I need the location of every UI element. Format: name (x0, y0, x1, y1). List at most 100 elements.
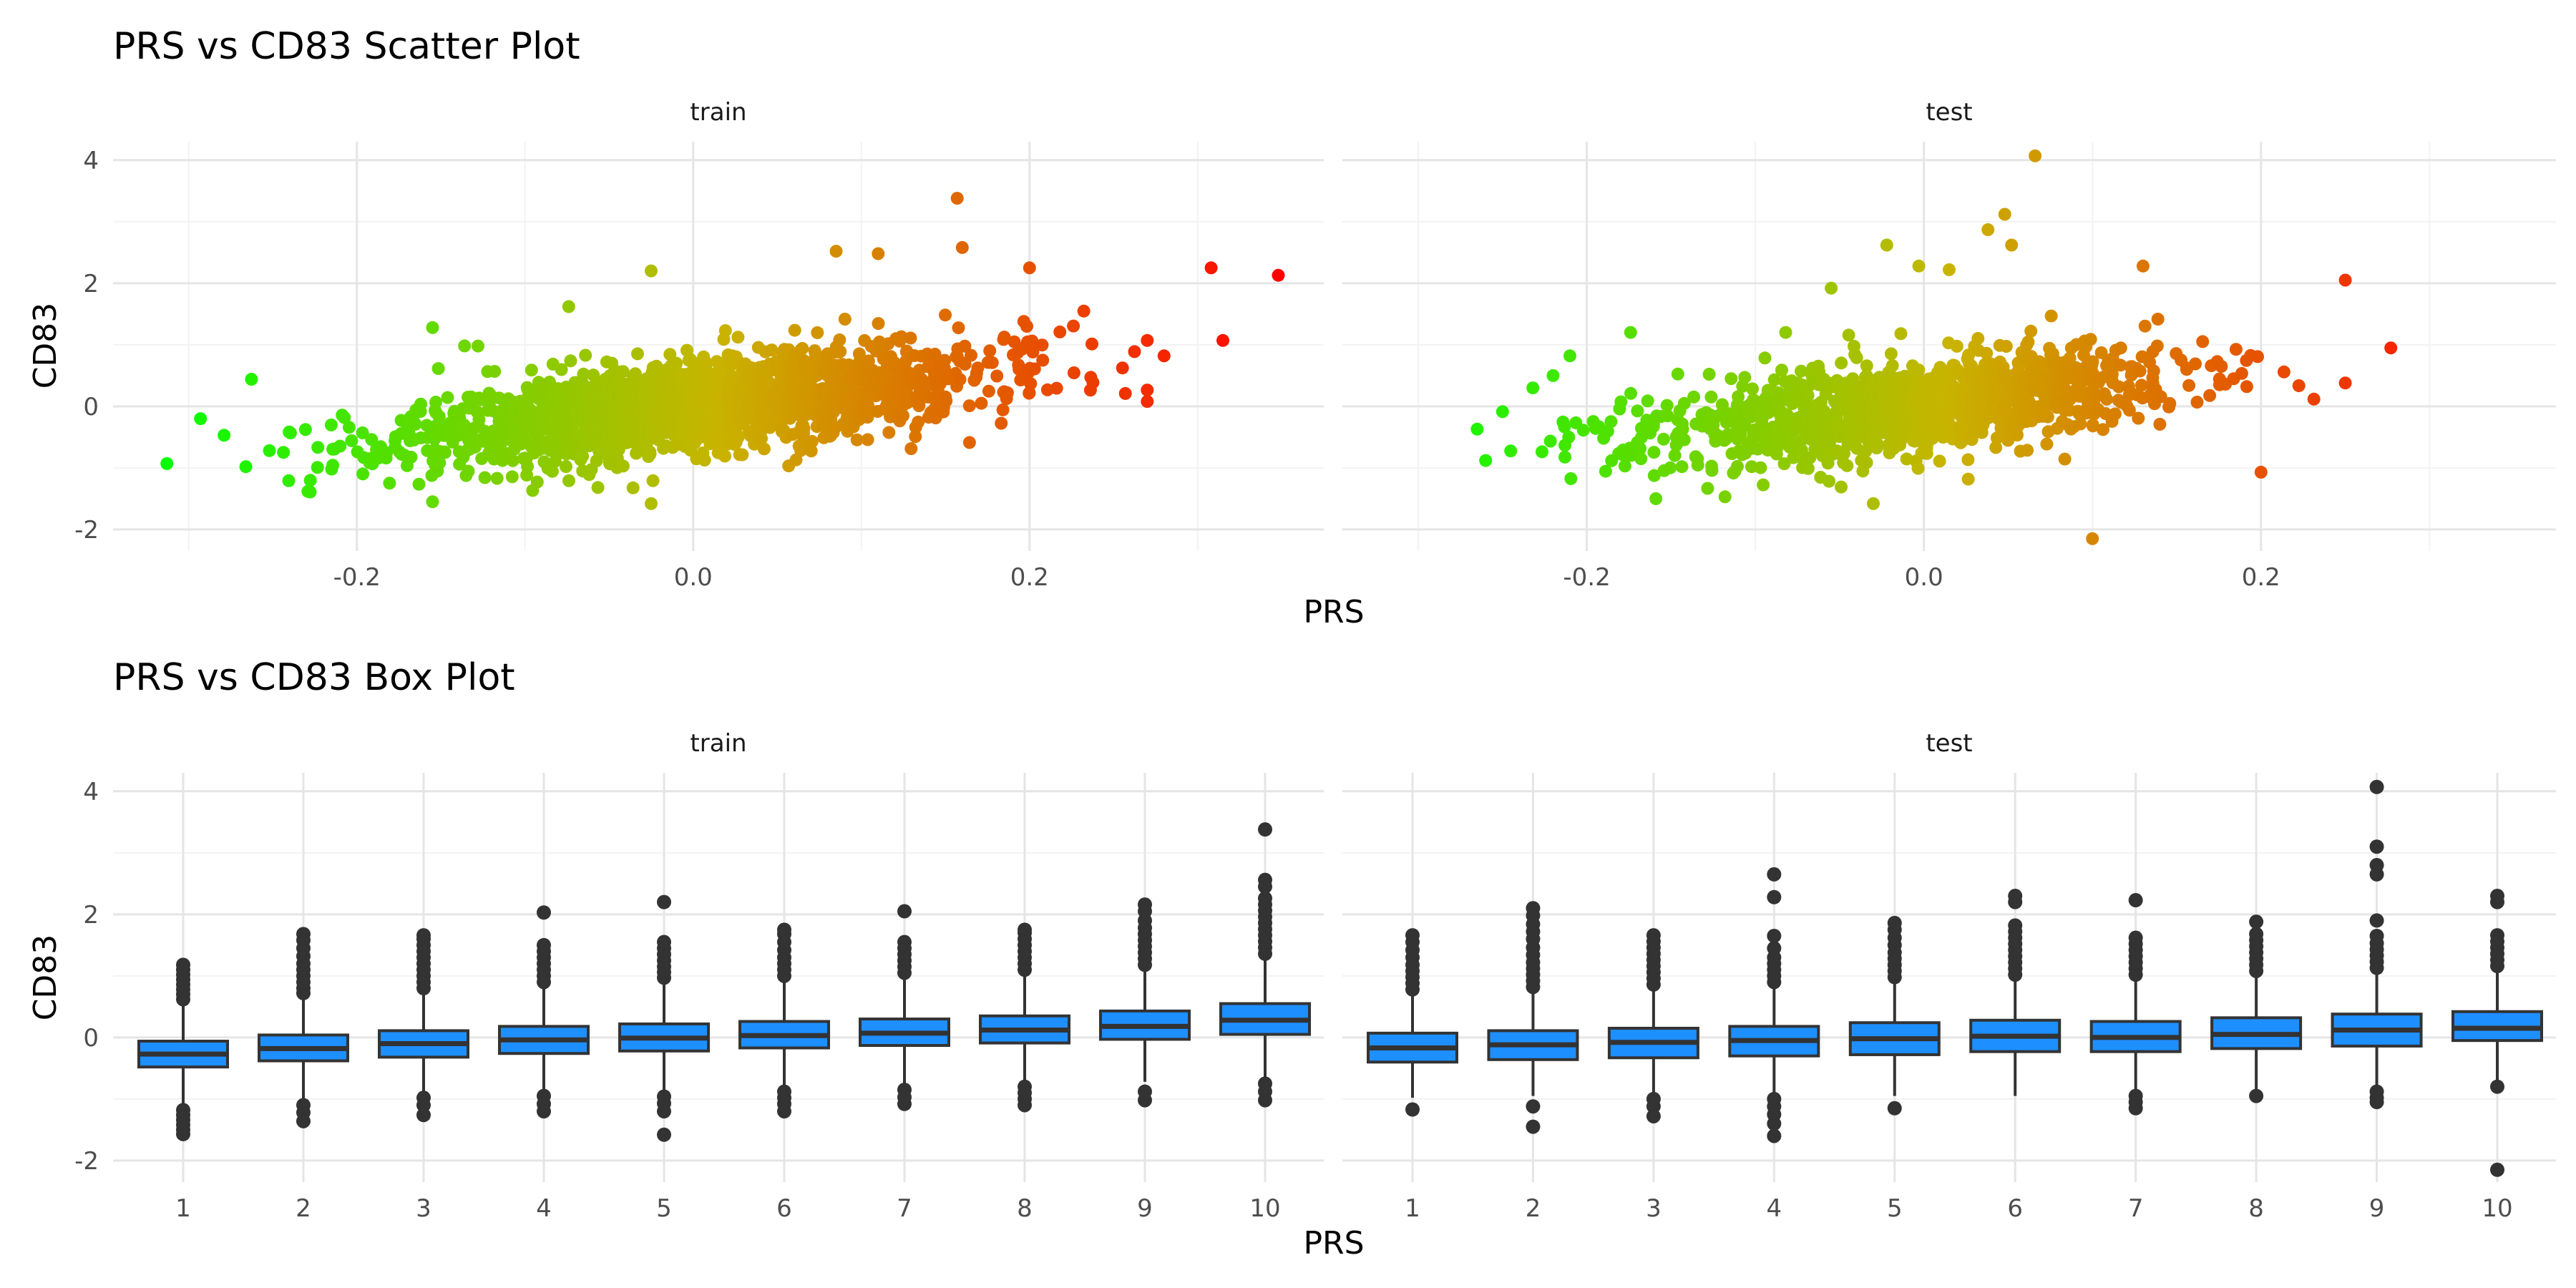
scatter-point (646, 474, 660, 487)
scatter-point (909, 430, 922, 444)
scatter-point (1624, 449, 1638, 462)
box-outlier (176, 1126, 190, 1141)
scatter-point (1026, 345, 1040, 358)
box-4 (1728, 867, 1820, 1143)
box-x-tick-label: 10 (2482, 1194, 2512, 1223)
scatter-point (409, 417, 422, 431)
scatter-point (1624, 386, 1637, 400)
scatter-point (2150, 339, 2164, 353)
scatter-point (1731, 459, 1744, 473)
scatter-point (1558, 420, 1571, 434)
scatter-point (1661, 409, 1674, 423)
scatter-point (1604, 415, 1618, 429)
scatter-point (1204, 261, 1218, 275)
scatter-point (1641, 394, 1654, 408)
box-outlier (1767, 889, 1782, 904)
box-outlier (2008, 918, 2023, 933)
scatter-point (1691, 458, 1704, 472)
box-outlier (2490, 889, 2504, 904)
scatter-point (1496, 405, 1509, 419)
scatter-point (1118, 386, 1132, 400)
scatter-point (1885, 359, 1899, 372)
scatter-point (433, 456, 447, 469)
scatter-x-tick-label: 0.2 (1010, 563, 1049, 592)
scatter-point (277, 446, 291, 459)
box-2 (258, 927, 349, 1128)
scatter-point (525, 364, 538, 377)
scatter-point (2338, 273, 2352, 287)
scatter-point (645, 497, 658, 510)
scatter-point (1943, 263, 1956, 276)
box-outlier (2249, 914, 2264, 930)
box-outlier (1646, 1099, 1661, 1114)
scatter-point (950, 192, 964, 205)
scatter-point (1702, 368, 1716, 381)
scatter-point (1738, 371, 1752, 384)
scatter-point (1884, 347, 1898, 361)
box-outlier (2369, 1095, 2384, 1110)
scatter-point (488, 365, 502, 378)
scatter-point (796, 342, 809, 355)
box-outlier (2369, 858, 2384, 873)
scatter-point (2307, 392, 2321, 406)
scatter-point (861, 433, 874, 447)
scatter-point (1795, 364, 1807, 378)
scatter-point (718, 449, 732, 463)
scatter-point (342, 421, 356, 434)
box-outlier (296, 927, 311, 942)
box-outlier (1767, 941, 1782, 956)
scatter-point (2229, 343, 2243, 356)
scatter-point (1795, 443, 1808, 457)
box-y-tick-label: 0 (83, 1024, 99, 1053)
scatter-point (1543, 434, 1557, 448)
scatter-point (2122, 404, 2136, 417)
box-outlier (176, 957, 190, 972)
scatter-point (1564, 472, 1578, 485)
scatter-point (1823, 474, 1836, 488)
scatter-point (1141, 333, 1154, 347)
box-outlier (2490, 928, 2504, 943)
box-x-tick-label: 8 (1017, 1194, 1033, 1223)
box-outlier (2128, 930, 2143, 945)
scatter-point (982, 384, 995, 398)
scatter-point (2114, 358, 2127, 372)
scatter-point (2100, 392, 2114, 406)
box-facet-label-test: test (1926, 729, 1972, 758)
scatter-point (1085, 337, 1098, 351)
scatter-point (1981, 223, 1995, 236)
box-4 (498, 905, 590, 1119)
scatter-point (1777, 457, 1791, 470)
scatter-point (1526, 381, 1540, 395)
scatter-point (2151, 313, 2165, 326)
scatter-point (2277, 365, 2290, 379)
scatter-point (356, 426, 369, 439)
scatter-point (432, 410, 446, 423)
scatter-point (1860, 456, 1873, 469)
scatter-point (472, 339, 484, 353)
scatter-point (2084, 333, 2097, 346)
scatter-y-axis-label: CD83 (27, 303, 64, 389)
box-3 (1607, 928, 1699, 1123)
box-outlier (777, 922, 791, 937)
scatter-point (530, 475, 544, 489)
scatter-point (755, 431, 769, 445)
box-6 (738, 922, 830, 1119)
box-panel-train: -2 0 2 4 1 2 3 4 5 6 7 8 9 10 (74, 773, 1324, 1223)
scatter-point (953, 373, 967, 386)
scatter-point (2251, 350, 2264, 364)
scatter-point (2021, 444, 2034, 457)
box-y-axis-label: CD83 (27, 935, 64, 1021)
scatter-point (1980, 346, 1994, 360)
box-outlier (1258, 872, 1272, 887)
scatter-point (2203, 389, 2217, 402)
scatter-x-tick-label: -0.2 (333, 563, 381, 592)
scatter-point (2240, 380, 2253, 394)
scatter-point (1779, 326, 1792, 339)
scatter-point (626, 481, 640, 494)
scatter-point (952, 321, 965, 335)
scatter-point (1504, 444, 1518, 458)
scatter-point (1000, 386, 1014, 399)
scatter-point (462, 464, 475, 478)
scatter-point (2086, 419, 2099, 433)
scatter-panel-test: -0.2 0.0 0.2 (1342, 142, 2556, 592)
